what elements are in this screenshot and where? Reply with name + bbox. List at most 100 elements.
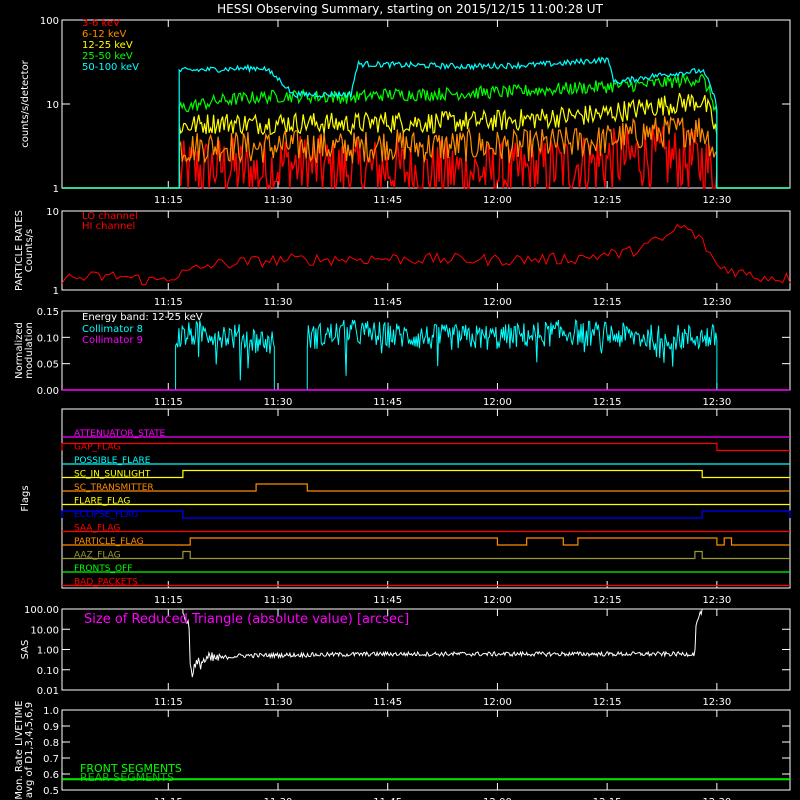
livetime-y-tick-label: 0.8	[43, 738, 59, 749]
livetime-y-tick-label: 0.5	[43, 786, 59, 797]
modulation-x-tick-label: 11:30	[264, 397, 293, 408]
particle-rates-x-tick-label: 12:30	[702, 297, 731, 308]
count-rates-x-tick-label: 11:45	[373, 195, 402, 206]
flag-line-eclipse-flag	[61, 510, 791, 519]
flags-y-axis-label: Flags	[20, 485, 31, 511]
sas-y-tick-label: 1.00	[37, 646, 59, 657]
particle-rates-frame	[61, 210, 791, 291]
flag-label-4: SC_TRANSMITTER	[74, 483, 154, 493]
flags-x-tick-label: 11:30	[264, 595, 293, 606]
count-rate-series-3	[62, 73, 790, 189]
count-rates-x-tick-label: 11:30	[264, 195, 293, 206]
count-rate-series-2	[62, 92, 790, 189]
chart-title: HESSI Observing Summary, starting on 201…	[217, 2, 603, 16]
livetime-y-axis-label-line: avg of D1,3,4,5,6,9	[24, 702, 35, 798]
flags-x-tick-label: 11:45	[373, 595, 402, 606]
particle-rates-y-tick-label: 1	[53, 286, 59, 297]
count-rate-legend-0: 3-6 keV	[82, 18, 120, 29]
livetime-frame	[61, 709, 791, 791]
modulation-x-tick-label: 11:45	[373, 397, 402, 408]
particle-legend-0: LO channel	[82, 211, 138, 222]
modulation-x-tick-label: 12:30	[702, 397, 731, 408]
count-rates-y-tick-label: 100	[40, 16, 59, 27]
sas-x-tick-label: 11:45	[373, 697, 402, 708]
flags-x-tick-label: 11:15	[154, 595, 183, 606]
modulation-y-axis-label-line: modulation	[24, 322, 35, 379]
modulation-legend-0: Collimator 8	[82, 324, 143, 335]
sas-y-tick-label: 10.00	[30, 625, 59, 636]
flag-line-gap-flag	[61, 442, 790, 452]
particle-rates-y-axis-label-line: Counts/s	[24, 229, 35, 273]
flags-frame	[61, 408, 791, 589]
modulation-x-tick-label: 11:15	[154, 397, 183, 408]
flags-x-tick-label: 12:30	[702, 595, 731, 606]
particle-rates-y-tick-label: 10	[46, 207, 59, 218]
flag-label-0: ATTENUATOR_STATE	[74, 429, 166, 439]
livetime-legend-0: FRONT SEGMENTS	[80, 762, 182, 775]
livetime-x-tick-label: 11:45	[373, 797, 402, 800]
collimator-8-series-0	[175, 320, 275, 391]
modulation-annotation: Energy band: 12-25 keV	[82, 312, 203, 323]
count-rate-series-4	[62, 56, 790, 189]
sas-x-tick-label: 12:15	[593, 697, 622, 708]
flag-label-8: PARTICLE_FLAG	[74, 537, 144, 547]
flag-label-6: ECLIPSE_FLAG	[74, 510, 138, 520]
count-rates-y-tick-label: 10	[46, 100, 59, 111]
count-rates-x-tick-label: 11:15	[154, 195, 183, 206]
count-rate-legend-4: 50-100 keV	[82, 62, 139, 73]
count-rate-legend-3: 25-50 keV	[82, 51, 133, 62]
collimator-8-series-1	[306, 318, 718, 391]
flag-label-11: BAD_PACKETS	[74, 578, 138, 588]
flags-x-tick-label: 12:00	[483, 595, 512, 606]
sas-annotation: Size of Reduced Triangle (absolute value…	[84, 612, 409, 627]
flag-label-1: GAP_FLAG	[74, 443, 120, 453]
count-rate-series-0	[62, 125, 790, 191]
modulation-x-tick-label: 12:00	[483, 397, 512, 408]
flags-x-tick-label: 12:15	[593, 595, 622, 606]
livetime-y-tick-label: 1.0	[43, 706, 59, 717]
flag-line-sc-in-sunlight	[62, 469, 790, 479]
flag-label-2: POSSIBLE_FLARE	[74, 456, 151, 466]
sas-x-tick-label: 11:30	[264, 697, 293, 708]
livetime-y-tick-label: 0.7	[43, 754, 59, 765]
modulation-legend-1: Collimator 9	[82, 335, 143, 346]
livetime-y-tick-label: 0.6	[43, 770, 59, 781]
livetime-legend-1: REAR SEGMENTS	[80, 771, 174, 784]
flag-line-particle-flag	[62, 537, 790, 546]
modulation-y-axis-label-line: Normalized	[14, 322, 25, 379]
count-rates-y-tick-label: 1	[53, 184, 59, 195]
livetime-x-tick-label: 12:00	[483, 797, 512, 800]
particle-rates-x-tick-label: 11:45	[373, 297, 402, 308]
count-rate-legend-1: 6-12 keV	[82, 29, 126, 40]
sas-series	[182, 608, 703, 678]
flag-label-3: SC_IN_SUNLIGHT	[74, 470, 151, 480]
flag-label-7: SAA_FLAG	[74, 524, 120, 534]
livetime-x-tick-label: 11:30	[264, 797, 293, 800]
count-rate-legend-2: 12-25 keV	[82, 40, 133, 51]
modulation-y-tick-label: 0.05	[37, 360, 59, 371]
count-rates-x-tick-label: 12:00	[483, 195, 512, 206]
livetime-x-tick-label: 12:30	[702, 797, 731, 800]
flag-line-sc-transmitter	[62, 483, 790, 492]
livetime-y-axis-label-line: Mon. Rate LIVETIME	[14, 700, 25, 799]
modulation-y-tick-label: 0.15	[37, 307, 59, 318]
flag-label-5: FLARE_FLAG	[74, 497, 130, 507]
flag-label-10: FRONTS_OFF	[74, 564, 132, 574]
sas-x-tick-label: 11:15	[154, 697, 183, 708]
livetime-x-tick-label: 11:15	[154, 797, 183, 800]
sas-y-tick-label: 0.01	[37, 686, 59, 697]
particle-rates-y-axis-label-line: PARTICLE RATES	[14, 210, 25, 291]
sas-y-tick-label: 100.00	[24, 605, 59, 616]
flag-line-aaz-flag	[62, 550, 790, 560]
particle-rates-x-tick-label: 11:15	[154, 297, 183, 308]
particle-rates-x-tick-label: 11:30	[264, 297, 293, 308]
particle-rates-x-tick-label: 12:00	[483, 297, 512, 308]
modulation-y-tick-label: 0.10	[37, 333, 59, 344]
sas-y-tick-label: 0.10	[37, 666, 59, 677]
sas-x-tick-label: 12:00	[483, 697, 512, 708]
particle-legend-1: HI channel	[82, 221, 135, 232]
count-rate-series-1	[62, 115, 790, 189]
sas-x-tick-label: 12:30	[702, 697, 731, 708]
particle-lo-series	[61, 223, 791, 286]
